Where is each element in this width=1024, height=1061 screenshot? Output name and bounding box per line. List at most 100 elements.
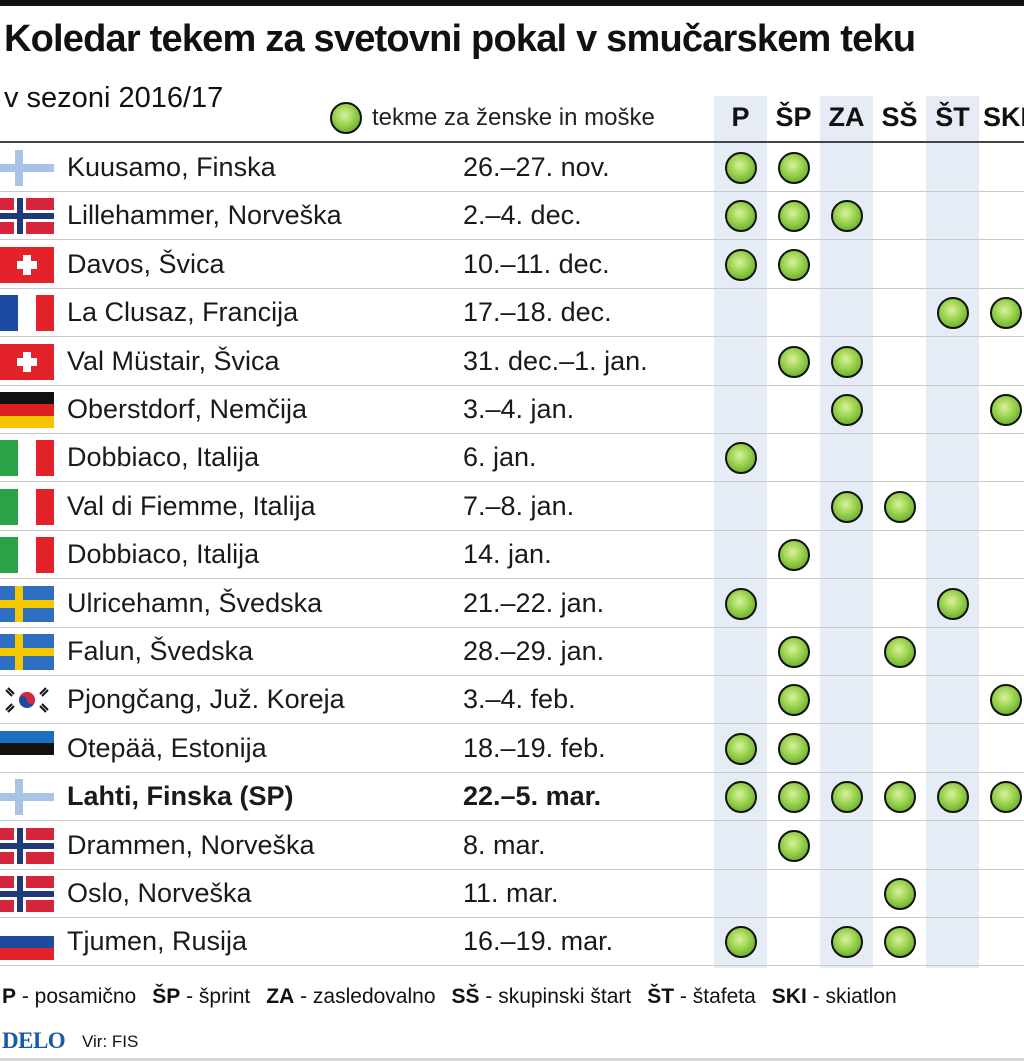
header-divider — [0, 141, 1024, 143]
event-dot-šp — [777, 539, 810, 572]
event-dot-sš — [883, 926, 916, 959]
row-divider — [0, 384, 1024, 386]
event-dot-p — [724, 587, 757, 620]
race-dates: 14. jan. — [463, 539, 552, 570]
norway-flag-icon — [0, 876, 54, 912]
event-dot-p — [724, 248, 757, 281]
abbreviation-code: ŠT — [647, 985, 675, 1008]
abbreviation-item: SŠ - skupinski štart — [452, 985, 632, 1008]
event-dot-p — [724, 926, 757, 959]
race-dates: 18.–19. feb. — [463, 732, 606, 763]
race-dates: 11. mar. — [463, 878, 559, 908]
column-band-4 — [926, 96, 979, 968]
abbreviation-item: ŠP - šprint — [152, 985, 250, 1008]
top-rule — [0, 0, 1024, 6]
row-divider — [0, 917, 1024, 918]
event-dot-ski — [989, 684, 1022, 717]
abbreviation-text: - šprint — [180, 985, 251, 1008]
column-header-5: SKI — [982, 102, 1024, 132]
venue-name: Val Müstair, Švica — [67, 345, 280, 376]
row-divider — [0, 433, 1024, 434]
event-dot-sš — [883, 781, 916, 814]
race-dates: 3.–4. jan. — [463, 394, 575, 424]
venue-name: Oslo, Norveška — [67, 878, 252, 908]
estonia-flag-icon — [0, 730, 54, 767]
race-dates: 7.–8. jan. — [463, 490, 575, 521]
event-dot-za — [830, 781, 863, 814]
sweden-flag-icon — [0, 585, 54, 622]
abbreviation-code: SKI — [771, 985, 807, 1008]
abbreviation-item: ZA - zasledovalno — [266, 985, 435, 1008]
abbreviation-code: ŠP — [152, 985, 181, 1008]
column-band-0 — [714, 96, 767, 968]
abbreviation-text: - skiatlon — [806, 985, 897, 1008]
table-row: Oslo, Norveška 11. mar. — [0, 870, 1024, 918]
event-dot-za — [830, 200, 863, 233]
table-row: La Clusaz, Francija 17.–18. dec. — [0, 289, 1024, 338]
table-row: Pjongčang, Juž. Koreja 3.–4. feb. — [0, 676, 1024, 725]
delo-logo: DELO — [2, 1028, 66, 1053]
table-row: Lillehammer, Norveška 2.–4. dec. — [0, 192, 1024, 241]
france-flag-icon — [0, 295, 54, 332]
table-row: Val Müstair, Švica 31. dec.–1. jan. — [0, 338, 1024, 386]
row-divider — [0, 191, 1024, 192]
table-row: Drammen, Norveška 8. mar. — [0, 822, 1024, 870]
row-divider — [0, 626, 1024, 628]
italy-flag-icon — [0, 537, 54, 574]
event-dot-šp — [777, 829, 810, 862]
race-dates: 3.–4. feb. — [463, 684, 576, 715]
race-dates: 2.–4. dec. — [463, 200, 582, 231]
event-dot-šp — [777, 684, 810, 717]
norway-flag-icon — [0, 198, 54, 235]
page-title: Koledar tekem za svetovni pokal v smučar… — [4, 18, 916, 60]
page-subtitle: v sezoni 2016/17 — [4, 82, 224, 114]
table-row: Tjumen, Rusija 16.–19. mar. — [0, 918, 1024, 967]
row-divider — [0, 287, 1024, 289]
event-dot-št — [936, 297, 969, 330]
germany-flag-icon — [0, 392, 54, 428]
abbreviation-code: SŠ — [451, 985, 480, 1008]
venue-name: Falun, Švedska — [67, 636, 254, 666]
row-divider — [0, 820, 1024, 822]
event-dot-ski — [989, 297, 1022, 330]
abbreviation-code: P — [2, 985, 17, 1008]
venue-name: Drammen, Norveška — [67, 829, 315, 860]
abbreviation-key: P - posamično ŠP - šprint ZA - zasledovaln… — [2, 985, 913, 1009]
russia-flag-icon — [0, 924, 54, 961]
race-dates: 31. dec.–1. jan. — [463, 345, 648, 376]
column-header-0: P — [731, 102, 750, 132]
event-dot-sš — [883, 636, 916, 668]
row-divider — [0, 239, 1024, 241]
event-dot-p — [724, 200, 757, 233]
row-divider — [0, 771, 1024, 773]
race-dates: 22.–5. mar. — [463, 781, 602, 812]
event-dot-šp — [777, 636, 810, 668]
finland-flag-icon — [0, 150, 54, 186]
row-divider — [0, 723, 1024, 725]
row-divider — [0, 336, 1024, 338]
race-dates: 17.–18. dec. — [463, 297, 612, 328]
race-dates: 21.–22. jan. — [463, 587, 605, 618]
sweden-flag-icon — [0, 634, 54, 670]
event-dot-št — [936, 587, 969, 620]
venue-name: Tjumen, Rusija — [67, 926, 248, 957]
column-header-2: ZA — [828, 102, 865, 132]
table-row: Davos, Švica 10.–11. dec. — [0, 241, 1024, 289]
finland-flag-icon — [0, 779, 54, 816]
table-row: Kuusamo, Finska 26.–27. nov. — [0, 144, 1024, 192]
event-dot-šp — [777, 345, 810, 378]
table-row: Dobbiaco, Italija 14. jan. — [0, 531, 1024, 580]
switzerland-flag-icon — [0, 343, 54, 380]
event-dot-p — [724, 781, 757, 814]
table-row: Val di Fiemme, Italija 7.–8. jan. — [0, 483, 1024, 531]
venue-name: Dobbiaco, Italija — [67, 442, 260, 473]
abbreviation-text: - štafeta — [674, 985, 756, 1008]
event-dot-šp — [777, 781, 810, 814]
event-dot-p — [724, 152, 757, 184]
venue-name: Oberstdorf, Nemčija — [67, 394, 308, 424]
venue-name: Lillehammer, Norveška — [67, 200, 342, 231]
italy-flag-icon — [0, 488, 54, 525]
table-row: Ulricehamn, Švedska 21.–22. jan. — [0, 580, 1024, 628]
race-dates: 6. jan. — [463, 442, 537, 473]
event-dot-ski — [989, 781, 1022, 814]
